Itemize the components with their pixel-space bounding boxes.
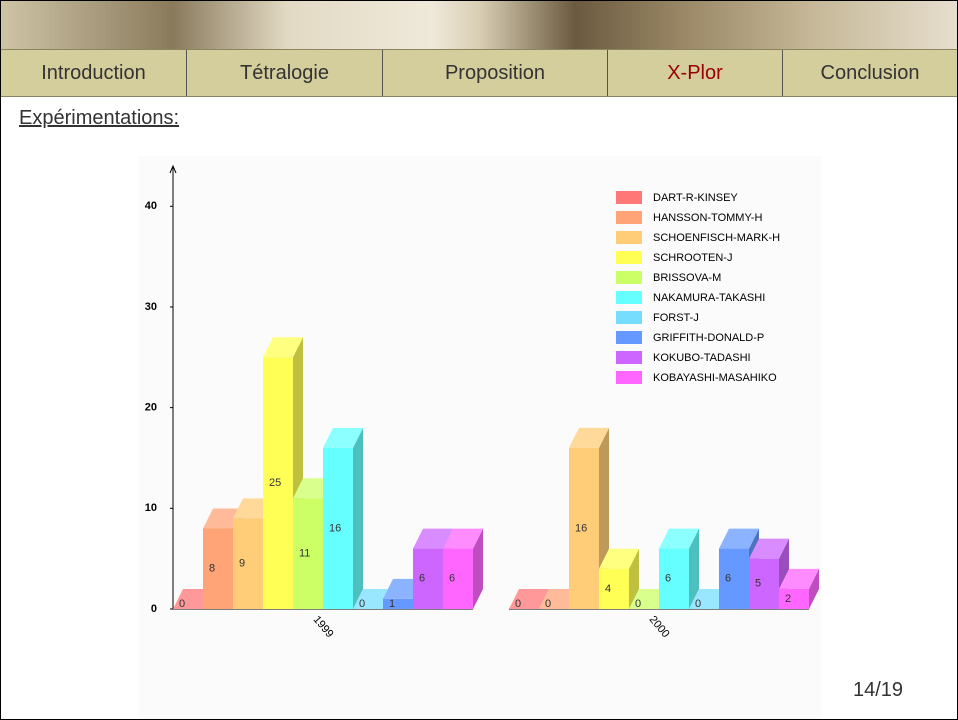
bar (413, 548, 443, 609)
bar (323, 447, 353, 609)
nav-tab[interactable]: Introduction (1, 50, 187, 96)
data-label: 5 (755, 578, 761, 590)
bar-top (569, 427, 609, 448)
data-label: 0 (635, 598, 641, 610)
data-label: 2 (785, 593, 791, 605)
data-label: 4 (605, 583, 611, 595)
bar-top (779, 568, 819, 589)
y-tick-label: 20 (145, 402, 157, 414)
nav-bar: Introduction Tétralogie Proposition X-Pl… (1, 49, 957, 97)
bar (719, 548, 749, 609)
bar-side (689, 528, 699, 609)
legend-swatch (616, 251, 642, 264)
legend-swatch (616, 211, 642, 224)
bar (659, 548, 689, 609)
data-label: 0 (179, 598, 185, 610)
legend-label: GRIFFITH-DONALD-P (653, 332, 764, 344)
data-label: 25 (269, 477, 281, 489)
data-label: 0 (515, 598, 521, 610)
legend-label: NAKAMURA-TAKASHI (653, 292, 765, 304)
data-label: 16 (329, 522, 341, 534)
bar (779, 588, 809, 609)
bar (749, 558, 779, 609)
nav-tab[interactable]: Proposition (383, 50, 608, 96)
legend-label: FORST-J (653, 312, 699, 324)
data-label: 1 (389, 598, 395, 610)
y-axis-arrow (169, 164, 177, 174)
legend-swatch (616, 351, 642, 364)
legend-label: KOKUBO-TADASHI (653, 352, 751, 364)
data-label: 0 (695, 598, 701, 610)
legend-label: BRISSOVA-M (653, 272, 721, 284)
data-label: 6 (665, 573, 671, 585)
bar-top (719, 528, 759, 549)
bar-top (509, 589, 549, 609)
legend-swatch (616, 371, 642, 384)
bar-top (263, 337, 303, 358)
data-label: 9 (239, 558, 245, 570)
chart-background (139, 156, 821, 719)
legend-label: KOBAYASHI-MASAHIKO (653, 372, 777, 384)
legend-swatch (616, 311, 642, 324)
nav-tab[interactable]: Tétralogie (187, 50, 383, 96)
bar-side (473, 528, 483, 609)
bar-top (599, 548, 639, 569)
legend-swatch (616, 191, 642, 204)
bar (599, 568, 629, 609)
bar (383, 598, 413, 609)
y-tick-label: 0 (151, 603, 157, 615)
nav-tab[interactable]: Conclusion (820, 61, 920, 84)
data-label: 6 (449, 573, 455, 585)
data-label: 6 (419, 573, 425, 585)
bar-top (749, 538, 789, 559)
data-label: 0 (545, 598, 551, 610)
banner-image (1, 1, 957, 49)
data-label: 0 (359, 598, 365, 610)
bar-top (659, 528, 699, 549)
page-number: 14/19 (853, 679, 904, 701)
bar (233, 518, 263, 609)
legend-swatch (616, 291, 642, 304)
legend-swatch (616, 271, 642, 284)
bar (293, 498, 323, 609)
data-label: 8 (209, 563, 215, 575)
legend-label: DART-R-KINSEY (653, 192, 738, 204)
bar-top (323, 427, 363, 448)
bar (569, 447, 599, 609)
data-label: 11 (299, 548, 310, 560)
legend-swatch (616, 331, 642, 344)
data-label: 6 (725, 573, 731, 585)
y-tick-label: 10 (145, 502, 157, 514)
heading: Expérimentations: (19, 107, 180, 129)
nav-tab[interactable]: X-Plor (608, 50, 783, 96)
y-tick-label: 40 (145, 200, 157, 212)
data-label: 16 (575, 522, 587, 534)
legend-label: HANSSON-TOMMY-H (653, 212, 762, 224)
bar-side (353, 427, 363, 609)
legend-label: SCHROOTEN-J (653, 252, 732, 264)
legend-swatch (616, 231, 642, 244)
bar (443, 548, 473, 609)
legend-label: SCHOENFISCH-MARK-H (653, 232, 780, 244)
bar-top (413, 528, 453, 549)
bar-top (443, 528, 483, 549)
y-tick-label: 30 (145, 301, 157, 313)
bar (203, 528, 233, 609)
bar-side (809, 568, 819, 609)
bar (263, 357, 293, 609)
bar-side (629, 548, 639, 609)
